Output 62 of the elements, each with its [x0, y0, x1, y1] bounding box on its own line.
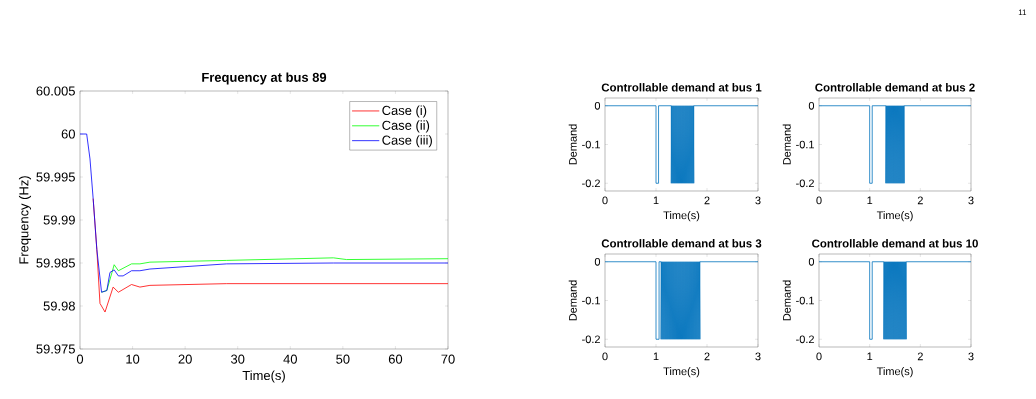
x-axis-title: Time(s) [663, 211, 700, 222]
x-tick-label: 1 [867, 196, 873, 205]
y-tick-label: -0.1 [582, 296, 600, 305]
chart-title: Controllable demand at bus 10 [812, 239, 978, 248]
x-tick-label: 50 [336, 354, 350, 364]
y-tick-label: -0.2 [582, 335, 600, 344]
y-tick-label: 60.005 [36, 86, 75, 96]
x-tick-label: 1 [867, 352, 873, 361]
x-tick-label: 1 [653, 352, 659, 361]
y-axis-title: Demand [568, 124, 577, 165]
y-tick-label: -0.2 [582, 179, 600, 188]
chart-title: Frequency at bus 89 [202, 72, 327, 85]
y-tick-label: 59.995 [36, 172, 75, 182]
x-tick-label: 0 [816, 196, 822, 205]
line-series [80, 133, 448, 293]
y-tick-label: -0.1 [582, 140, 600, 149]
x-tick-label: 3 [968, 196, 974, 205]
legend-label: Case (iii) [382, 135, 432, 148]
y-tick-label: -0.2 [796, 335, 814, 344]
y-tick-label: 0 [808, 101, 815, 110]
x-tick-label: 60 [388, 354, 403, 364]
y-tick-label: 59.985 [36, 258, 75, 268]
x-tick-label: 2 [917, 352, 923, 361]
y-tick-label: 0 [594, 257, 601, 266]
x-axis-title: Time(s) [876, 211, 913, 222]
y-tick-label: 59.99 [43, 215, 75, 225]
y-tick-label: -0.1 [796, 296, 814, 305]
x-axis-title: Time(s) [876, 367, 913, 378]
y-tick-label: 0 [808, 257, 815, 266]
x-axis-title: Time(s) [663, 367, 700, 378]
y-axis-title: Frequency (Hz) [18, 176, 32, 264]
y-axis-title: Demand [782, 280, 791, 321]
x-tick-label: 70 [441, 354, 455, 364]
y-axis-title: Demand [568, 280, 577, 321]
x-tick-label: 2 [917, 196, 923, 205]
x-tick-label: 30 [231, 354, 245, 364]
x-tick-label: 20 [178, 354, 192, 364]
y-axis-title: Demand [782, 124, 791, 165]
x-tick-label: 0 [816, 352, 822, 361]
y-tick-label: 60 [61, 129, 75, 139]
x-tick-label: 0 [76, 354, 84, 364]
y-tick-label: 0 [594, 101, 601, 110]
x-tick-label: 1 [653, 196, 659, 205]
x-tick-label: 2 [704, 352, 710, 361]
y-tick-label: -0.2 [796, 179, 814, 188]
chart-title: Controllable demand at bus 1 [601, 83, 762, 92]
x-tick-label: 10 [126, 354, 140, 364]
x-tick-label: 40 [283, 354, 297, 364]
legend-label: Case (ii) [382, 120, 430, 133]
x-tick-label: 3 [755, 196, 761, 205]
x-axis-title: Time(s) [242, 370, 285, 383]
y-tick-label: 59.975 [36, 344, 75, 354]
x-tick-label: 3 [755, 352, 761, 361]
x-tick-label: 0 [602, 196, 608, 205]
chart-title: Controllable demand at bus 3 [601, 239, 762, 248]
x-tick-label: 0 [602, 352, 608, 361]
legend-label: Case (i) [382, 105, 427, 118]
y-tick-label: 59.98 [43, 301, 75, 311]
x-tick-label: 3 [968, 352, 974, 361]
y-tick-label: -0.1 [796, 140, 814, 149]
chart-title: Controllable demand at bus 2 [815, 83, 975, 92]
x-tick-label: 2 [704, 196, 710, 205]
